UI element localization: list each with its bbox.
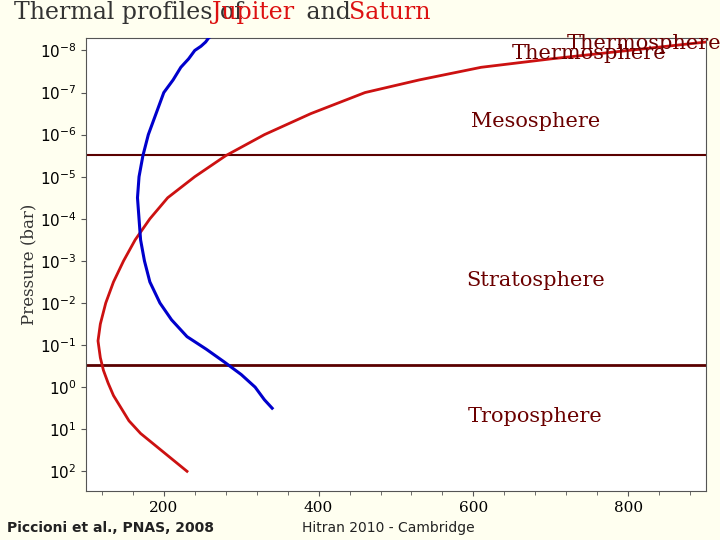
Text: Jupiter: Jupiter [212, 1, 294, 24]
Text: Mesosphere: Mesosphere [471, 112, 600, 131]
Text: Piccioni et al., PNAS, 2008: Piccioni et al., PNAS, 2008 [7, 521, 215, 535]
Text: Hitran 2010 - Cambridge: Hitran 2010 - Cambridge [302, 521, 475, 535]
Text: Thermal profiles of: Thermal profiles of [14, 1, 251, 24]
Text: Thermosphere: Thermosphere [567, 35, 720, 53]
Text: Troposphere: Troposphere [468, 407, 603, 426]
Text: Stratosphere: Stratosphere [466, 272, 605, 291]
Y-axis label: Pressure (bar): Pressure (bar) [20, 204, 37, 325]
Text: and: and [299, 1, 358, 24]
Text: Saturn: Saturn [349, 1, 431, 24]
Text: Thermosphere: Thermosphere [512, 44, 667, 63]
